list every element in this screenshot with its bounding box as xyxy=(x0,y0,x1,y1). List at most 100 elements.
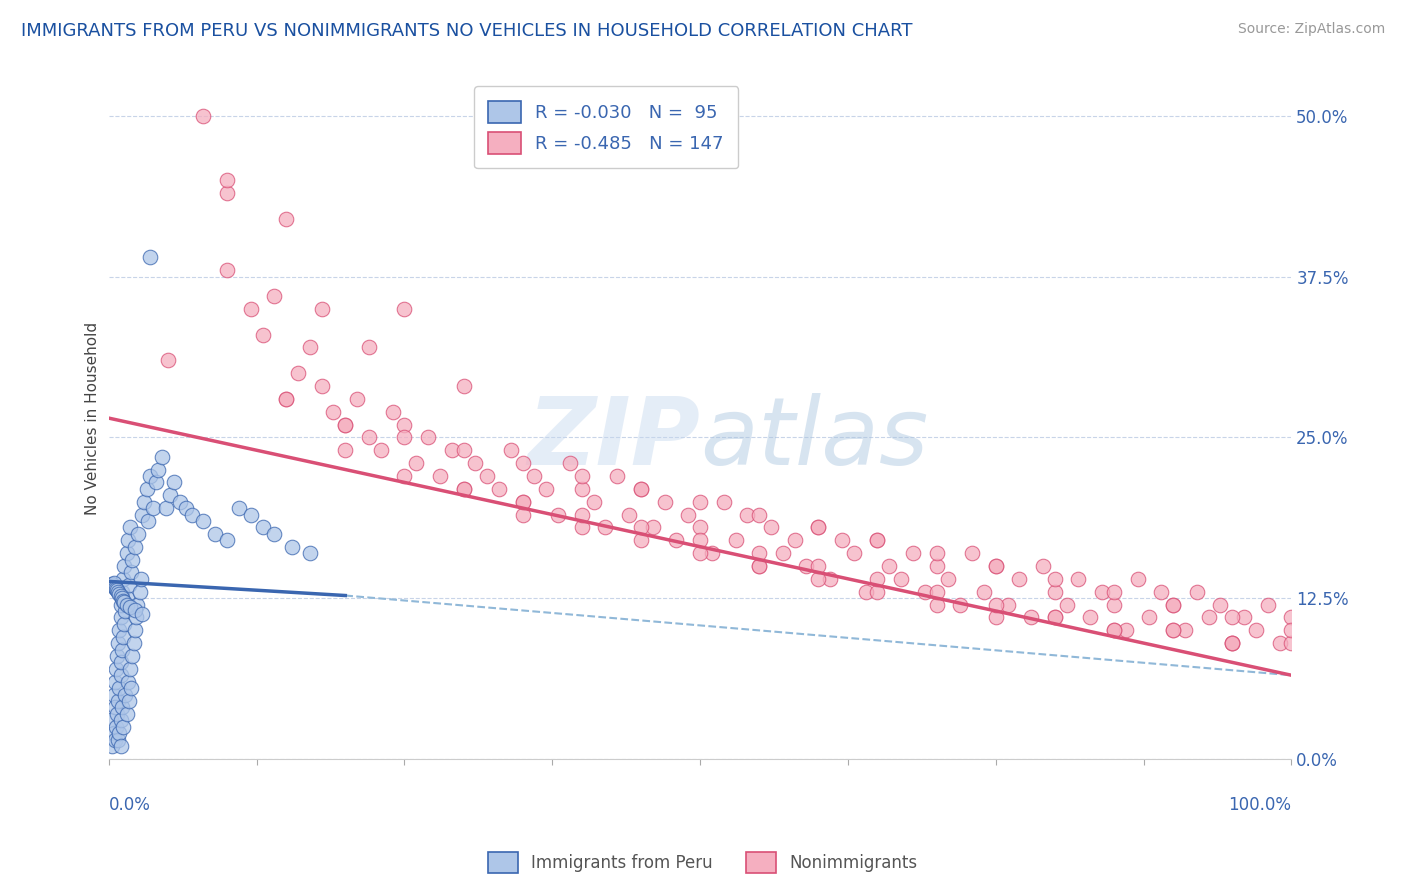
Point xyxy=(103,726,125,740)
Point xyxy=(807,558,830,573)
Point xyxy=(925,598,948,612)
Text: 0.0%: 0.0% xyxy=(108,797,150,814)
Point xyxy=(1102,624,1125,638)
Point xyxy=(159,488,181,502)
Point xyxy=(512,494,534,508)
Point xyxy=(281,540,304,554)
Point xyxy=(1043,610,1066,624)
Point xyxy=(1279,636,1302,650)
Point xyxy=(381,405,404,419)
Point xyxy=(1150,584,1173,599)
Point xyxy=(335,417,357,432)
Point xyxy=(239,508,262,522)
Point xyxy=(558,456,581,470)
Point xyxy=(101,577,124,591)
Point xyxy=(169,494,191,508)
Point xyxy=(193,109,215,123)
Point xyxy=(1032,558,1054,573)
Point xyxy=(148,462,170,476)
Point xyxy=(357,430,380,444)
Point xyxy=(1102,584,1125,599)
Point xyxy=(1115,624,1137,638)
Point xyxy=(104,662,127,676)
Point xyxy=(215,533,238,548)
Point xyxy=(346,392,368,406)
Point xyxy=(298,340,321,354)
Point xyxy=(1161,598,1184,612)
Point xyxy=(512,494,534,508)
Point xyxy=(108,681,131,695)
Point xyxy=(103,688,125,702)
Point xyxy=(737,508,759,522)
Point xyxy=(107,694,129,708)
Point xyxy=(287,366,309,380)
Point xyxy=(925,546,948,560)
Point xyxy=(263,289,285,303)
Point xyxy=(322,405,344,419)
Point xyxy=(429,469,451,483)
Point xyxy=(984,610,1007,624)
Point xyxy=(239,301,262,316)
Point xyxy=(1102,598,1125,612)
Point xyxy=(914,584,936,599)
Legend: R = -0.030   N =  95, R = -0.485   N = 147: R = -0.030 N = 95, R = -0.485 N = 147 xyxy=(474,87,738,169)
Point xyxy=(807,520,830,534)
Point xyxy=(724,533,747,548)
Y-axis label: No Vehicles in Household: No Vehicles in Household xyxy=(86,321,100,515)
Point xyxy=(104,732,127,747)
Point xyxy=(783,533,806,548)
Point xyxy=(477,469,499,483)
Point xyxy=(112,558,135,573)
Point xyxy=(193,514,215,528)
Point xyxy=(641,520,664,534)
Point xyxy=(120,520,142,534)
Point xyxy=(115,706,138,721)
Text: Source: ZipAtlas.com: Source: ZipAtlas.com xyxy=(1237,22,1385,37)
Point xyxy=(276,392,298,406)
Point xyxy=(1198,610,1220,624)
Point xyxy=(110,713,132,727)
Point xyxy=(1067,572,1090,586)
Point xyxy=(630,482,652,496)
Point xyxy=(394,469,416,483)
Point xyxy=(311,301,333,316)
Point xyxy=(1257,598,1279,612)
Point xyxy=(215,263,238,277)
Text: 100.0%: 100.0% xyxy=(1229,797,1291,814)
Point xyxy=(1056,598,1078,612)
Point xyxy=(949,598,972,612)
Point xyxy=(901,546,924,560)
Point xyxy=(110,589,132,603)
Point xyxy=(107,636,129,650)
Point xyxy=(110,668,132,682)
Point xyxy=(108,726,131,740)
Point xyxy=(117,533,139,548)
Point xyxy=(405,456,427,470)
Point xyxy=(689,520,711,534)
Point xyxy=(416,430,439,444)
Point xyxy=(141,501,163,516)
Point xyxy=(855,584,877,599)
Point xyxy=(453,482,475,496)
Point xyxy=(1102,624,1125,638)
Point xyxy=(111,593,134,607)
Point xyxy=(464,456,486,470)
Point xyxy=(1185,584,1208,599)
Point xyxy=(370,443,392,458)
Point xyxy=(100,578,122,592)
Point xyxy=(807,520,830,534)
Point xyxy=(488,482,510,496)
Text: atlas: atlas xyxy=(700,393,928,484)
Point xyxy=(595,520,617,534)
Point xyxy=(1220,636,1243,650)
Point xyxy=(357,340,380,354)
Point xyxy=(108,587,131,601)
Point xyxy=(984,558,1007,573)
Point xyxy=(110,598,132,612)
Point xyxy=(630,533,652,548)
Point xyxy=(263,526,285,541)
Point xyxy=(120,600,142,615)
Point xyxy=(1220,610,1243,624)
Point xyxy=(105,648,128,663)
Point xyxy=(112,616,135,631)
